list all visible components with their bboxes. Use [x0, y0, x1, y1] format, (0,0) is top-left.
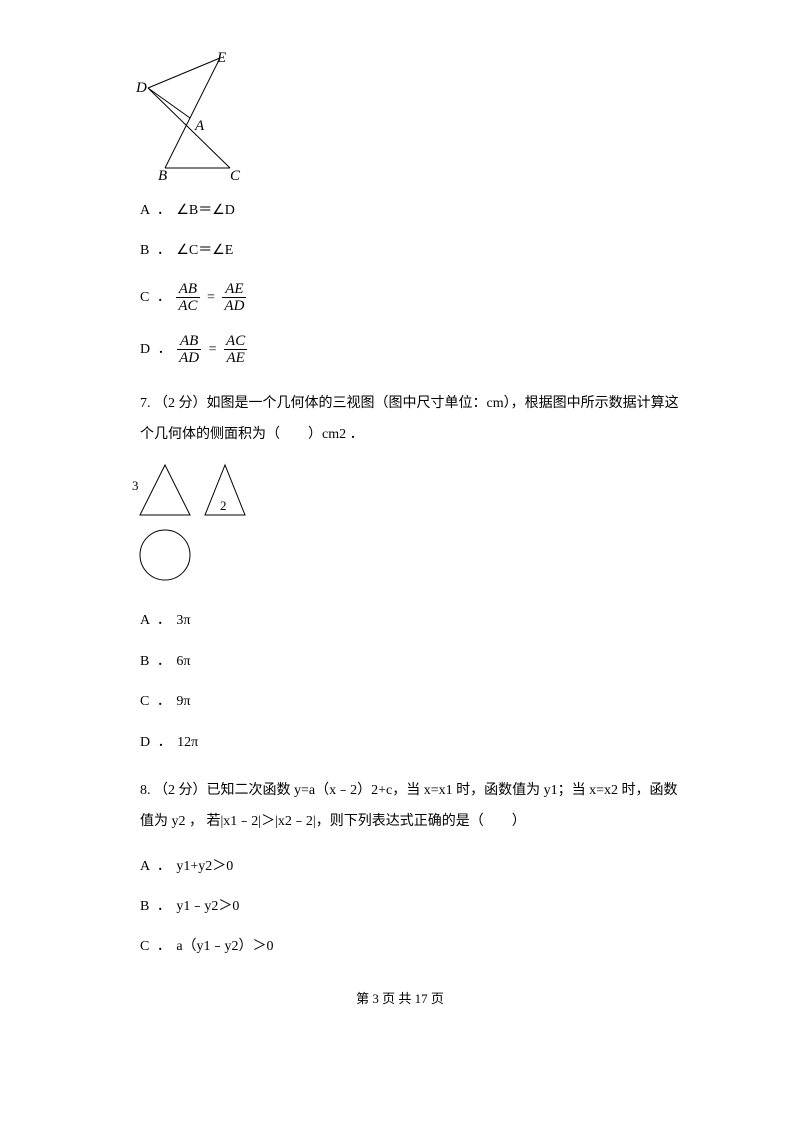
option-label: C ． [140, 939, 173, 954]
q7-svg: 3 2 [130, 460, 280, 590]
option-label: B ． [140, 654, 173, 669]
q6-option-A: A ． ∠B＝∠D [140, 200, 690, 222]
q7-option-A: A ． 3π [140, 610, 690, 632]
q6-option-B: B ． ∠C＝∠E [140, 240, 690, 262]
dim-3: 3 [132, 478, 139, 493]
fraction: AB AD [177, 333, 201, 367]
option-text: 9π [176, 694, 190, 709]
option-text: ∠C＝∠E [176, 243, 233, 258]
option-text: y1﹣y2＞0 [176, 899, 239, 914]
page-content: E D A B C A ． ∠B＝∠D B ． ∠C＝∠E C ． AB AC … [0, 0, 800, 1040]
option-label: C ． [140, 290, 173, 305]
option-label: A ． [140, 203, 173, 218]
option-label: B ． [140, 243, 173, 258]
option-text: 3π [176, 613, 190, 628]
fraction: AE AD [222, 281, 246, 315]
option-label: B ． [140, 899, 173, 914]
page-footer: 第 3 页 共 17 页 [110, 989, 690, 1010]
label-A: A [194, 118, 205, 134]
q8-option-B: B ． y1﹣y2＞0 [140, 896, 690, 918]
q8-option-A: A ． y1+y2＞0 [140, 856, 690, 878]
option-label: D ． [140, 342, 174, 357]
fraction: AC AE [224, 333, 247, 367]
q7-option-B: B ． 6π [140, 651, 690, 673]
q6-option-C: C ． AB AC = AE AD [140, 281, 690, 315]
q8-text: 8. （2 分）已知二次函数 y=a（x﹣2）2+c，当 x=x1 时，函数值为… [140, 776, 690, 838]
dim-2: 2 [220, 498, 227, 513]
fraction: AB AC [176, 281, 199, 315]
label-D: D [135, 80, 147, 96]
q8-option-C: C ． a（y1﹣y2）＞0 [140, 936, 690, 958]
option-text: 12π [177, 735, 198, 750]
label-E: E [216, 50, 226, 66]
option-label: C ． [140, 694, 173, 709]
q6-figure: E D A B C [130, 50, 690, 180]
option-text: ∠B＝∠D [176, 203, 235, 218]
label-B: B [158, 168, 167, 180]
q7-option-C: C ． 9π [140, 691, 690, 713]
q6-svg: E D A B C [130, 50, 260, 180]
equals: = [205, 342, 221, 357]
option-label: A ． [140, 859, 173, 874]
equals: = [203, 290, 219, 305]
q7-text: 7. （2 分）如图是一个几何体的三视图（图中尺寸单位：cm），根据图中所示数据… [140, 389, 690, 451]
option-text: a（y1﹣y2）＞0 [176, 939, 273, 954]
option-text: 6π [176, 654, 190, 669]
option-label: D ． [140, 735, 174, 750]
q7-option-D: D ． 12π [140, 732, 690, 754]
option-label: A ． [140, 613, 173, 628]
q6-option-D: D ． AB AD = AC AE [140, 333, 690, 367]
label-C: C [230, 168, 241, 180]
q7-figure: 3 2 [130, 460, 690, 590]
option-text: y1+y2＞0 [176, 859, 233, 874]
